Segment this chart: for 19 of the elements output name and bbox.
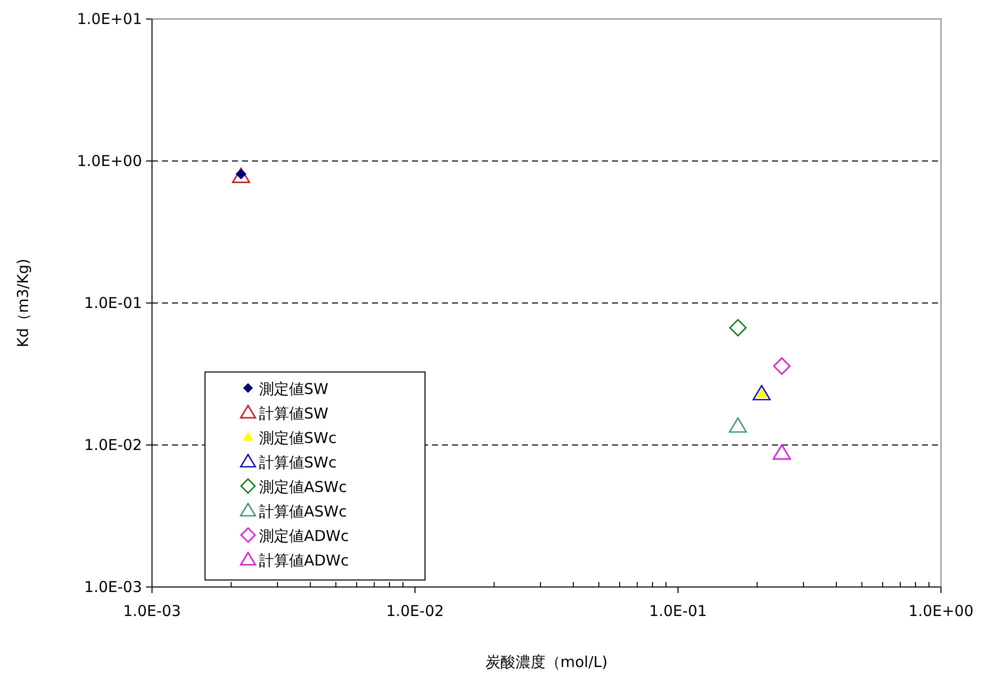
x-tick-label: 1.0E-02 [386, 602, 444, 620]
y-tick-label: 1.0E-01 [84, 294, 142, 312]
y-tick-label: 1.0E-02 [84, 436, 142, 454]
legend-label: 測定値SWc [259, 429, 337, 447]
y-tick-label: 1.0E+01 [77, 10, 142, 28]
legend-label: 測定値SW [259, 380, 329, 398]
x-tick-label: 1.0E-03 [123, 602, 181, 620]
legend-label: 計算値SWc [259, 454, 337, 472]
y-tick-label: 1.0E-03 [84, 578, 142, 596]
y-tick-label: 1.0E+00 [77, 152, 142, 170]
x-tick-label: 1.0E+00 [908, 602, 974, 620]
legend-label: 計算値ADWc [259, 552, 349, 570]
legend-label: 計算値SW [259, 404, 329, 422]
legend-label: 測定値ADWc [259, 527, 349, 545]
y-axis-title: Kd（m3/Kg) [14, 258, 32, 348]
x-axis-title: 炭酸濃度（mol/L) [485, 653, 608, 671]
legend-label: 計算値ASWc [259, 502, 347, 520]
x-tick-label: 1.0E-01 [649, 602, 707, 620]
legend-label: 測定値ASWc [259, 478, 347, 496]
